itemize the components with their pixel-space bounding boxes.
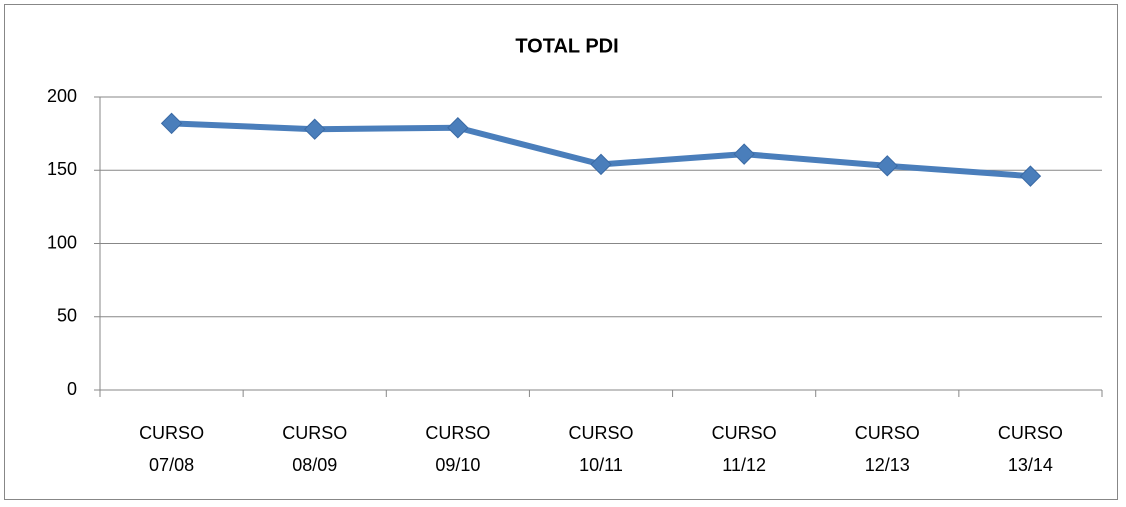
data-point — [160, 112, 183, 135]
data-point — [447, 117, 469, 139]
data-point — [733, 143, 755, 165]
chart-title: TOTAL PDI — [515, 35, 618, 57]
y-tick-label: 200 — [47, 86, 77, 106]
data-point — [1019, 165, 1042, 187]
x-tick-label: CURSO 09/10 — [425, 423, 490, 475]
y-tick-label: 50 — [57, 306, 77, 326]
x-tick-label: CURSO 10/11 — [568, 423, 633, 475]
y-tick-label: 0 — [67, 379, 77, 399]
data-point — [304, 118, 326, 140]
data-point — [876, 155, 898, 177]
x-tick-label: CURSO 12/13 — [855, 423, 920, 475]
x-tick-label: CURSO 11/12 — [712, 423, 777, 475]
x-tick-label: CURSO 08/09 — [282, 423, 347, 475]
x-tick-label: CURSO 07/08 — [139, 423, 204, 475]
data-point — [590, 153, 612, 176]
y-tick-label: 100 — [47, 232, 77, 252]
y-tick-label: 150 — [47, 159, 77, 179]
chart-frame — [4, 4, 1118, 500]
x-tick-label: CURSO 13/14 — [998, 423, 1063, 475]
